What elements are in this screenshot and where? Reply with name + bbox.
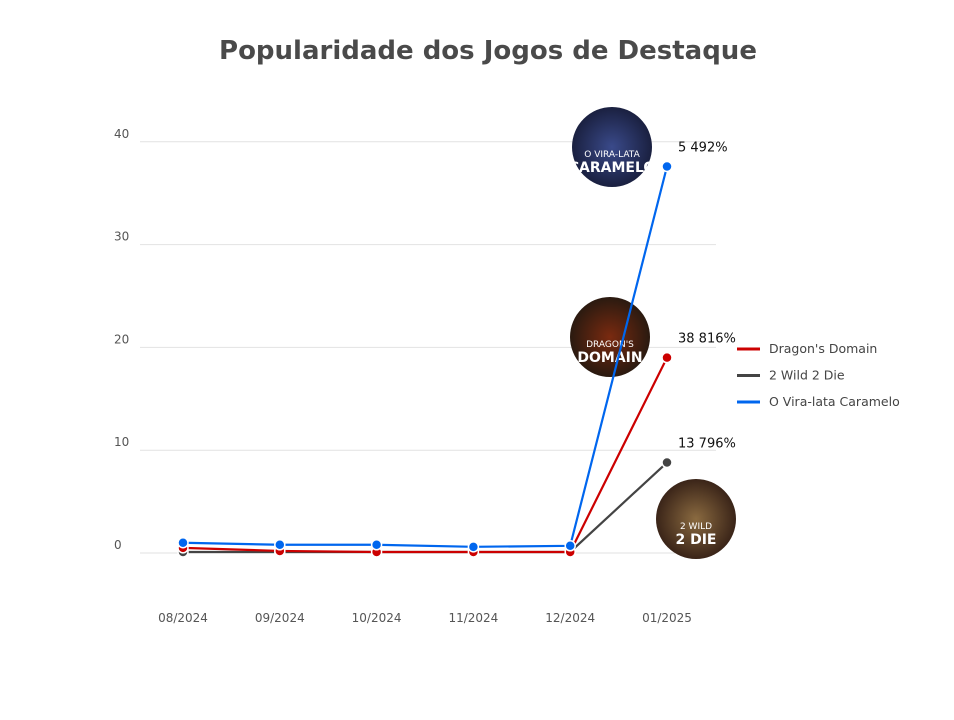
data-point[interactable] (467, 541, 480, 553)
legend-item[interactable]: Dragon's Domain (769, 341, 877, 356)
data-point[interactable] (661, 351, 673, 364)
data-point[interactable] (661, 160, 673, 173)
x-tick-label: 10/2024 (352, 611, 402, 625)
y-tick-label: 30 (114, 230, 129, 244)
series-line (182, 357, 668, 554)
y-tick-label: 40 (114, 127, 129, 141)
y-tick-label: 0 (114, 538, 122, 552)
svg-text:DRAGON'S: DRAGON'S (586, 340, 634, 350)
svg-text:2 WILD: 2 WILD (680, 522, 712, 532)
svg-text:2 DIE: 2 DIE (675, 532, 716, 548)
series-line (183, 461, 668, 554)
svg-text:O VIRA-LATA: O VIRA-LATA (584, 150, 640, 160)
series-line (182, 166, 669, 548)
x-tick-label: 11/2024 (448, 611, 498, 625)
x-tick-label: 01/2025 (642, 611, 692, 625)
svg-text:CARAMELO: CARAMELO (569, 160, 656, 176)
data-point[interactable] (370, 539, 383, 551)
end-label: 13 796% (678, 437, 736, 452)
svg-text:DOMAIN: DOMAIN (577, 350, 642, 366)
data-point[interactable] (661, 456, 673, 469)
end-label: 38 816% (678, 332, 736, 347)
legend-item[interactable]: 2 Wild 2 Die (769, 368, 845, 383)
end-label: 5 492% (678, 140, 728, 155)
legend-item[interactable]: O Vira-lata Caramelo (769, 394, 900, 409)
data-point[interactable] (177, 536, 189, 549)
y-tick-label: 10 (114, 435, 129, 449)
x-tick-label: 12/2024 (545, 611, 595, 625)
x-tick-label: 09/2024 (255, 611, 305, 625)
chart-title: Popularidade dos Jogos de Destaque (219, 36, 757, 66)
data-point[interactable] (274, 539, 286, 551)
data-point[interactable] (564, 540, 576, 552)
x-tick-label: 08/2024 (158, 611, 208, 625)
y-tick-label: 20 (114, 332, 129, 346)
